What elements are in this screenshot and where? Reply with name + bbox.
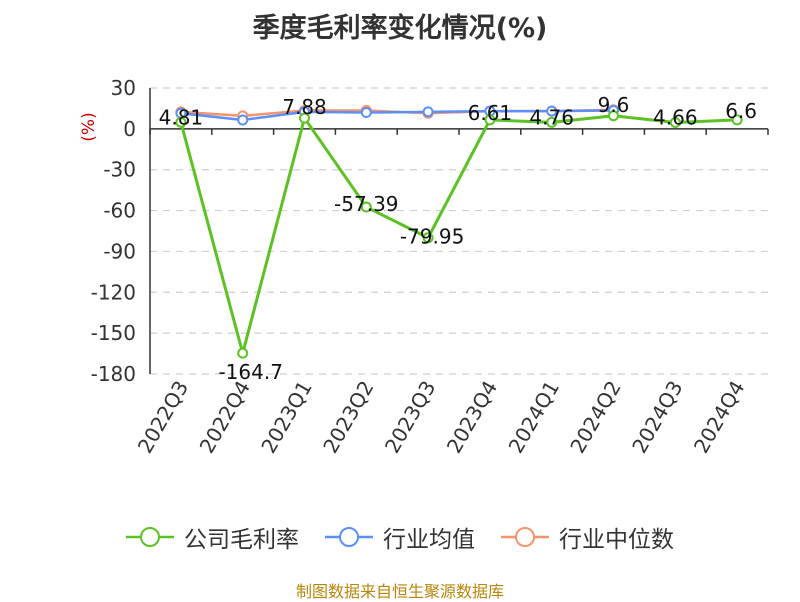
legend-label: 公司毛利率	[184, 527, 299, 553]
x-tick-label: 2023Q2	[318, 377, 378, 458]
legend-label: 行业中位数	[559, 527, 674, 553]
y-axis-unit: (%)	[79, 112, 99, 141]
y-tick-label: -90	[103, 239, 136, 263]
x-tick-label: 2023Q4	[442, 377, 502, 458]
data-point	[237, 114, 249, 126]
data-point	[546, 105, 558, 117]
legend-label: 行业均值	[383, 527, 475, 553]
y-tick-label: -150	[91, 321, 136, 345]
data-labels: 4.81 -164.7 7.88 -57.39-79.95 6.61 4.76 9.6 4.6…	[159, 93, 757, 384]
data-point	[237, 347, 249, 359]
data-label: 6.61	[468, 101, 513, 125]
data-label: 4.66	[653, 106, 698, 130]
legend-item[interactable]: 行业均值	[325, 520, 475, 554]
data-label: 9.6	[598, 93, 630, 117]
legend-item[interactable]: 行业中位数	[501, 520, 674, 554]
series-line	[179, 114, 738, 355]
series-lines	[175, 104, 743, 359]
x-tick-label: 2023Q3	[380, 376, 440, 457]
data-label: -57.39	[334, 192, 398, 216]
data-label: 4.81	[159, 105, 204, 129]
y-tick-label: -60	[103, 199, 136, 223]
y-tick-label: 0	[123, 117, 136, 141]
data-label: -79.95	[400, 225, 464, 249]
x-tick-label: 2024Q2	[565, 377, 625, 458]
data-point	[422, 232, 434, 244]
data-point	[731, 114, 743, 126]
data-point	[546, 116, 558, 128]
x-tick-label: 2024Q4	[689, 377, 749, 458]
legend-marker	[140, 527, 160, 547]
legend-symbol	[325, 527, 373, 547]
x-tick-label: 2024Q3	[627, 377, 687, 458]
data-point	[484, 114, 496, 126]
data-point	[422, 106, 434, 118]
data-point	[175, 116, 187, 128]
y-tick-label: 30	[111, 76, 136, 100]
legend-symbol	[126, 527, 174, 547]
chart-title: 季度毛利率变化情况(%)	[252, 13, 548, 44]
data-label: 4.76	[529, 105, 574, 129]
data-label: -164.7	[218, 360, 282, 384]
x-tick-label: 2022Q3	[133, 377, 193, 458]
data-label: 7.88	[282, 95, 327, 119]
legend-marker	[339, 527, 359, 547]
data-point	[360, 107, 372, 119]
source-note: 制图数据来自恒生聚源数据库	[295, 582, 504, 601]
line-chart: 300-30-60-90-120-150-180(%)2022Q3 2022Q4 2…	[79, 76, 769, 458]
legend-marker	[515, 527, 535, 547]
legend-item[interactable]: 公司毛利率	[126, 520, 299, 554]
legend-symbol	[501, 527, 549, 547]
data-label: 6.6	[725, 99, 757, 123]
data-point	[669, 117, 681, 129]
x-tick-label: 2022Q4	[195, 377, 255, 458]
series-line	[180, 109, 614, 122]
y-tick-label: -30	[103, 158, 136, 182]
x-tick-label: 2023Q1	[256, 377, 316, 458]
data-point	[299, 112, 310, 124]
y-tick-label: -180	[91, 362, 136, 386]
legend: 公司毛利率 行业均值 行业中位数	[0, 520, 800, 554]
data-point	[360, 201, 372, 213]
data-point	[608, 110, 619, 122]
y-tick-label: -120	[91, 280, 136, 304]
x-tick-label: 2024Q1	[504, 377, 564, 458]
